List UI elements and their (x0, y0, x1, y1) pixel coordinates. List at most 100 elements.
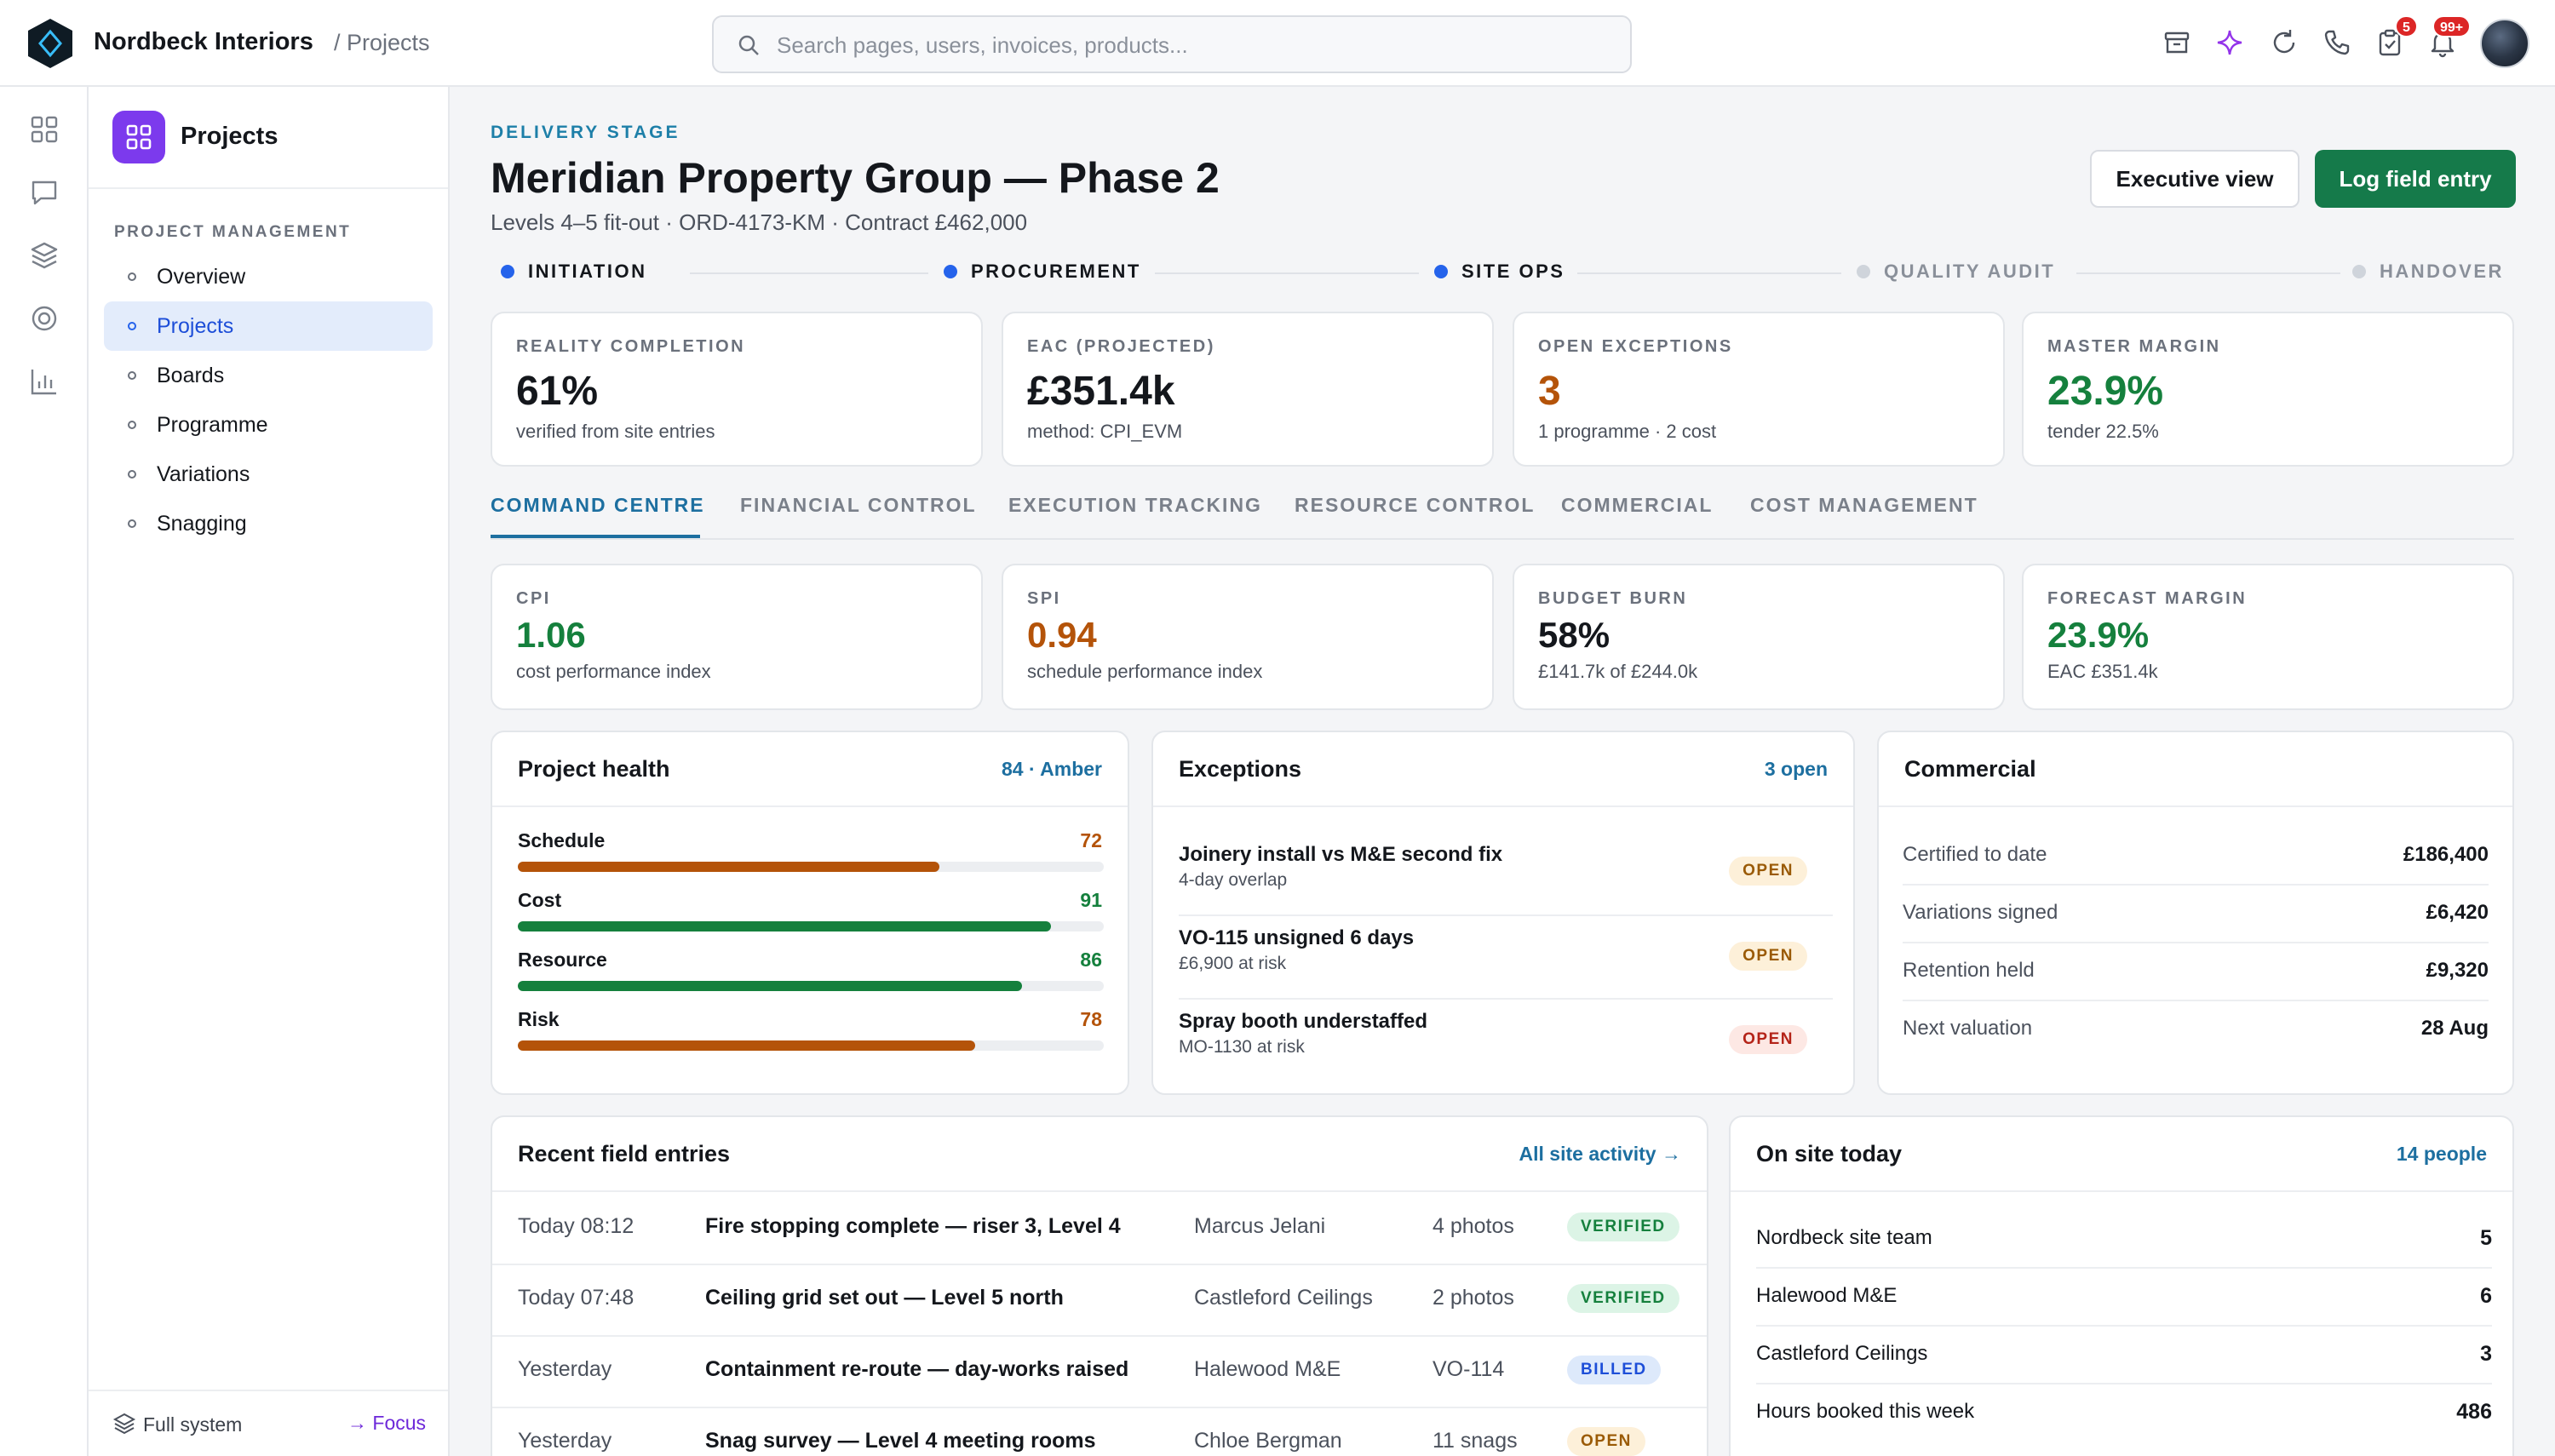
full-system-toggle[interactable]: Full system (143, 1413, 243, 1436)
kpi-card: EAC (PROJECTED) £351.4k method: CPI_EVM (1002, 312, 1494, 467)
sidebar-title: Projects (181, 123, 278, 150)
kpi-value: £351.4k (1027, 369, 1175, 414)
tab-commercial[interactable]: COMMERCIAL (1561, 494, 1714, 516)
commercial-label: Certified to date (1903, 843, 2047, 866)
health-label: Cost (518, 889, 562, 911)
kpi-label: EAC (PROJECTED) (1027, 337, 1215, 356)
commercial-panel: Commercial Certified to date £186,400 Va… (1877, 731, 2514, 1095)
table-row[interactable]: Yesterday Snag survey — Level 4 meeting … (492, 1407, 1708, 1456)
notification-badge: 99+ (2432, 15, 2472, 37)
search-box[interactable]: Search pages, users, invoices, products.… (712, 15, 1632, 73)
user-avatar[interactable] (2480, 19, 2529, 68)
brand-logo-icon[interactable] (26, 17, 75, 70)
refresh-icon[interactable] (2267, 26, 2301, 60)
panel-title: On site today (1756, 1141, 1903, 1167)
tab-resource-control[interactable]: RESOURCE CONTROL (1295, 494, 1536, 516)
exception-detail: £6,900 at risk (1179, 954, 1287, 973)
stage-handover[interactable]: HANDOVER (2352, 261, 2504, 283)
stage-site-ops[interactable]: SITE OPS (1434, 261, 1565, 283)
bullet-icon (128, 371, 136, 380)
brand-name[interactable]: Nordbeck Interiors (94, 28, 313, 55)
tab-command-centre[interactable]: COMMAND CENTRE (491, 494, 705, 516)
stage-procurement[interactable]: PROCUREMENT (944, 261, 1141, 283)
bullet-icon (128, 421, 136, 429)
metric-value: 58% (1538, 615, 1611, 655)
chat-icon[interactable] (27, 175, 61, 209)
metric-label: BUDGET BURN (1538, 589, 1688, 608)
health-track (518, 981, 1104, 991)
search-input[interactable]: Search pages, users, invoices, products.… (777, 32, 1188, 58)
on-site-label: Castleford Ceilings (1756, 1342, 1928, 1365)
table-row[interactable]: Today 08:12 Fire stopping complete — ris… (492, 1192, 1708, 1264)
log-field-entry-button[interactable]: Log field entry (2315, 150, 2516, 208)
stage-dot (501, 265, 514, 278)
stage-dot (2352, 265, 2366, 278)
table-row[interactable]: Yesterday Containment re-route — day-wor… (492, 1335, 1708, 1407)
exception-item[interactable]: VO-115 unsigned 6 days £6,900 at risk OP… (1179, 914, 1833, 998)
divider (492, 1407, 1707, 1408)
layers-icon[interactable] (27, 238, 61, 272)
bullet-icon (128, 322, 136, 330)
sidebar-item-label: Boards (157, 364, 225, 387)
exception-title: Joinery install vs M&E second fix (1179, 843, 1503, 866)
tab-cost-management[interactable]: COST MANAGEMENT (1750, 494, 1978, 516)
executive-view-button[interactable]: Executive view (2090, 150, 2300, 208)
sidebar-item-overview[interactable]: Overview (104, 252, 433, 301)
exception-item[interactable]: Joinery install vs M&E second fix 4-day … (1179, 831, 1833, 914)
stage-quality-audit[interactable]: QUALITY AUDIT (1857, 261, 2055, 283)
sidebar-item-boards[interactable]: Boards (104, 351, 433, 400)
entry-time: Yesterday (518, 1357, 612, 1381)
clipboard-icon[interactable] (2373, 26, 2407, 60)
kpi-card: REALITY COMPLETION 61% verified from sit… (491, 312, 983, 467)
tab-execution-tracking[interactable]: EXECUTION TRACKING (1008, 494, 1262, 516)
people-count[interactable]: 14 people (2396, 1143, 2487, 1165)
health-label: Resource (518, 949, 607, 971)
target-icon[interactable] (27, 301, 61, 335)
stage-initiation[interactable]: INITIATION (501, 261, 646, 283)
archive-icon[interactable] (2160, 26, 2194, 60)
metric-card: SPI 0.94 schedule performance index (1002, 564, 1494, 710)
status-badge: OPEN (1729, 857, 1807, 886)
sidebar-item-variations[interactable]: Variations (104, 450, 433, 499)
sidebar-item-programme[interactable]: Programme (104, 400, 433, 450)
breadcrumb[interactable]: / Projects (334, 30, 430, 55)
on-site-row: Hours booked this week 486 (1756, 1383, 2492, 1441)
exception-item[interactable]: Spray booth understaffed MO-1130 at risk… (1179, 998, 1833, 1081)
sidebar-footer: Full system → Focus (89, 1390, 448, 1456)
health-score: 84 · Amber (1001, 758, 1102, 780)
sparkle-icon[interactable] (2213, 26, 2247, 60)
kpi-sub: verified from site entries (516, 421, 715, 442)
table-row[interactable]: Today 07:48 Ceiling grid set out — Level… (492, 1264, 1708, 1335)
commercial-value: £6,420 (2426, 901, 2489, 924)
metric-card: BUDGET BURN 58% £141.7k of £244.0k (1513, 564, 2005, 710)
grid-icon[interactable] (27, 112, 61, 146)
bullet-icon (128, 272, 136, 281)
health-track (518, 921, 1104, 931)
bar-chart-icon[interactable] (27, 364, 61, 398)
sidebar-item-projects[interactable]: Projects (104, 301, 433, 351)
tab-financial-control[interactable]: FINANCIAL CONTROL (740, 494, 977, 516)
sidebar-item-label: Variations (157, 462, 250, 486)
health-bar (518, 981, 1022, 991)
kpi-label: MASTER MARGIN (2047, 337, 2221, 356)
kpi-sub: method: CPI_EVM (1027, 421, 1183, 442)
commercial-row: Certified to date £186,400 (1903, 826, 2489, 884)
divider (492, 1264, 1707, 1265)
health-bar (518, 862, 940, 872)
divider (1756, 1325, 2492, 1327)
stage-connector (690, 272, 928, 274)
exceptions-count[interactable]: 3 open (1764, 758, 1828, 780)
metric-label: CPI (516, 589, 551, 608)
phone-icon[interactable] (2320, 26, 2354, 60)
sidebar-item-label: Programme (157, 413, 268, 437)
exception-title: Spray booth understaffed (1179, 1010, 1428, 1033)
health-bar (518, 1040, 975, 1051)
sidebar-item-snagging[interactable]: Snagging (104, 499, 433, 548)
on-site-value: 486 (2456, 1400, 2492, 1424)
field-entries-panel: Recent field entries All site activity →… (491, 1115, 1708, 1456)
focus-mode-link[interactable]: → Focus (347, 1412, 427, 1434)
panel-title: Exceptions (1179, 756, 1302, 782)
all-site-activity-link[interactable]: All site activity → (1519, 1143, 1681, 1165)
status-badge: OPEN (1729, 1025, 1807, 1054)
divider (492, 1335, 1707, 1337)
